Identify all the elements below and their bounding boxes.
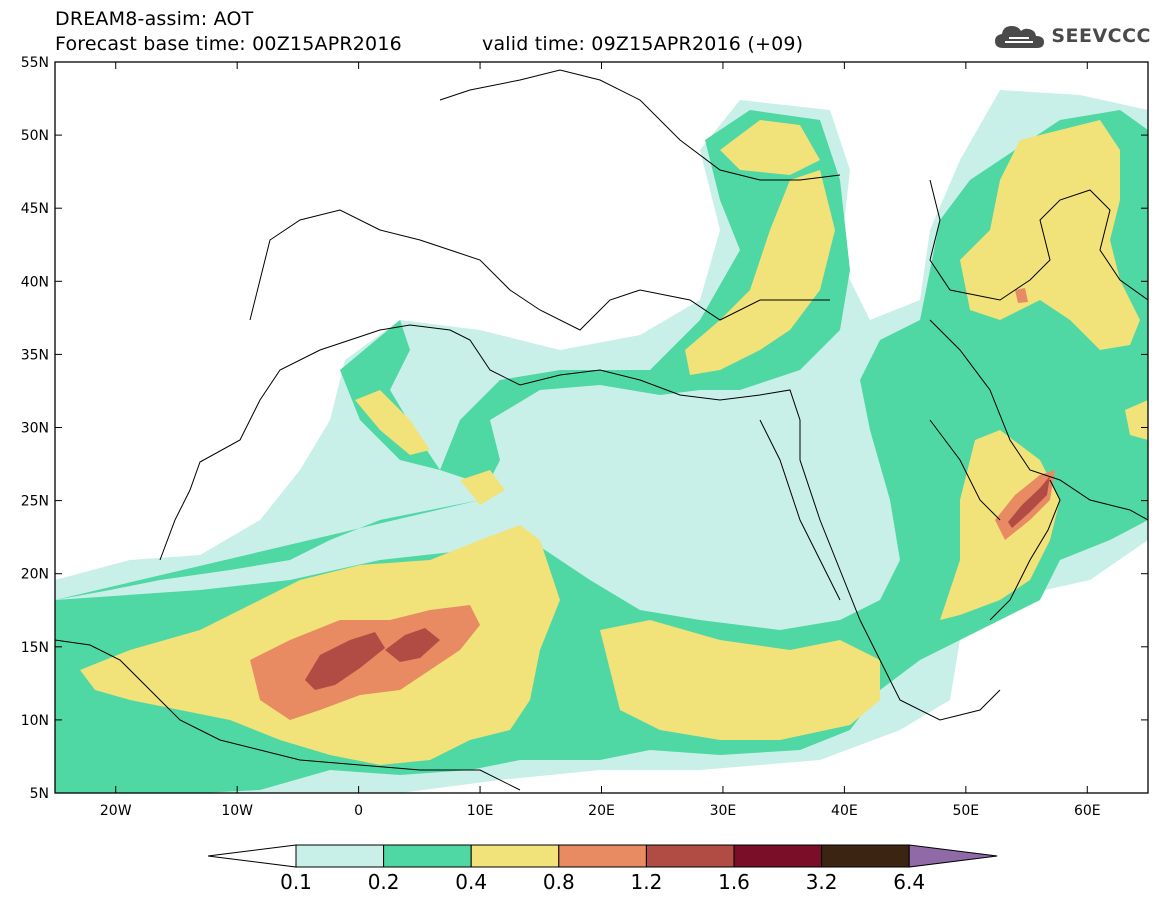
lat-tick-label: 50N <box>21 128 49 144</box>
seevccc-logo: SEEVCCC <box>993 20 1151 52</box>
lat-tick-label: 25N <box>21 494 49 510</box>
lon-tick-label: 50E <box>952 803 979 819</box>
lon-tick-label: 40E <box>831 803 858 819</box>
colorbar-label: 3.2 <box>806 870 838 894</box>
colorbar-segment <box>383 844 472 868</box>
lon-tick-label: 30E <box>710 803 737 819</box>
colorbar-label: 0.4 <box>455 870 487 894</box>
latitude-axis: 5N 10N 15N 20N 25N 30N 35N 40N 45N 50N 55N <box>21 55 1148 802</box>
colorbar-segment <box>645 844 735 868</box>
colorbar-segment <box>470 844 560 868</box>
lon-tick-label: 20E <box>588 803 615 819</box>
lat-tick-label: 10N <box>21 713 49 729</box>
colorbar-label: 1.6 <box>718 870 750 894</box>
lon-tick-label: 10W <box>221 803 253 819</box>
colorbar-label: 6.4 <box>893 870 925 894</box>
longitude-axis: 20W 10W 0 10E 20E 30E 40E 50E 60E <box>100 62 1101 819</box>
lat-tick-label: 55N <box>21 55 49 71</box>
colorbar-label: 0.8 <box>543 870 575 894</box>
colorbar-over-arrow <box>908 844 998 868</box>
colorbar-label: 0.2 <box>368 870 400 894</box>
lat-tick-label: 30N <box>21 421 49 437</box>
lat-tick-label: 20N <box>21 567 49 583</box>
chart-title: DREAM8-assim: AOT <box>55 8 254 30</box>
lat-tick-label: 35N <box>21 347 49 363</box>
lat-tick-label: 40N <box>21 274 49 290</box>
valid-time: valid time: 09Z15APR2016 (+09) <box>482 33 804 55</box>
colorbar-segment <box>821 844 910 868</box>
lat-tick-label: 5N <box>30 786 49 802</box>
cloud-icon <box>995 26 1045 48</box>
lat-tick-label: 15N <box>21 640 49 656</box>
lon-tick-label: 60E <box>1074 803 1101 819</box>
colorbar: 0.1 0.2 0.4 0.8 1.2 1.6 3.2 6.4 <box>207 844 998 894</box>
aot-field <box>55 62 1148 793</box>
lon-tick-label: 20W <box>100 803 132 819</box>
lon-tick-label: 10E <box>467 803 494 819</box>
coastlines <box>55 69 1148 791</box>
logo-text: SEEVCCC <box>1051 25 1151 47</box>
colorbar-segment <box>733 844 823 868</box>
lon-tick-label: 0 <box>354 803 363 819</box>
colorbar-under-arrow <box>207 844 297 868</box>
forecast-base-time: Forecast base time: 00Z15APR2016 <box>55 33 402 55</box>
colorbar-label: 0.1 <box>280 870 312 894</box>
aot-band-1.2 <box>305 476 1050 690</box>
colorbar-segment <box>295 844 385 868</box>
lat-tick-label: 45N <box>21 201 49 217</box>
colorbar-segment <box>558 844 647 868</box>
colorbar-label: 1.2 <box>630 870 662 894</box>
